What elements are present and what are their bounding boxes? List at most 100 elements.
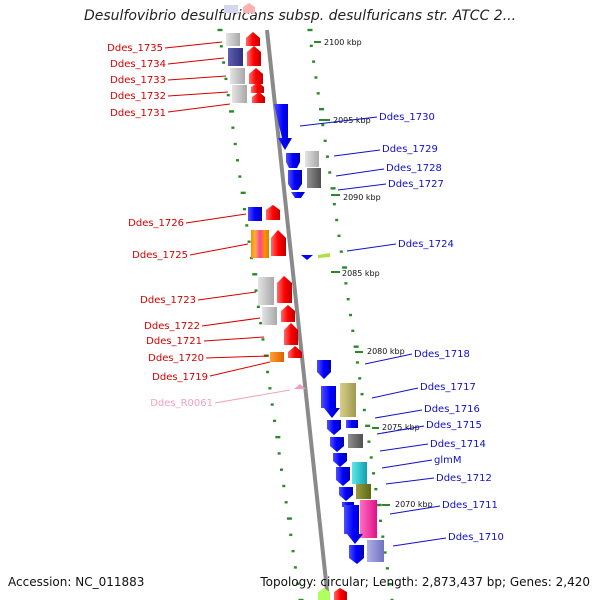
gene-arrow[interactable] — [252, 92, 265, 103]
gene-label[interactable]: Ddes_1731 — [110, 108, 166, 119]
gene-arrow[interactable] — [291, 192, 305, 198]
ruler-track-right — [307, 28, 394, 600]
ruler-dot — [219, 45, 223, 48]
gene-feature[interactable] — [258, 277, 274, 305]
gene-label[interactable]: Ddes_1726 — [128, 218, 184, 229]
ruler-dot — [291, 549, 295, 553]
ruler-dot — [242, 207, 246, 211]
ruler-dot — [319, 107, 325, 111]
gene-label[interactable]: Ddes_1724 — [398, 239, 454, 250]
gene-arrow[interactable] — [318, 253, 330, 258]
gene-arrow[interactable] — [339, 487, 353, 501]
ruler-labels: 2100 kbp 2095 kbp 2090 kbp 2085 kbp 2080… — [314, 38, 433, 509]
gene-arrow[interactable] — [344, 505, 363, 544]
gene-feature[interactable] — [251, 230, 269, 258]
ruler-dot — [284, 501, 288, 504]
ruler-dot — [261, 338, 265, 341]
gene-label[interactable]: Ddes_1710 — [448, 532, 504, 543]
gene-label[interactable]: Ddes_1733 — [110, 75, 166, 86]
gene-feature[interactable] — [226, 33, 240, 46]
ruler-dot — [337, 234, 341, 238]
gene-arrow[interactable] — [333, 453, 347, 467]
gene-feature[interactable] — [262, 307, 277, 325]
ruler-dot — [273, 419, 277, 423]
ruler-dot — [298, 598, 304, 600]
gene-arrow[interactable] — [274, 104, 292, 150]
gene-arrow[interactable] — [243, 3, 255, 13]
gene-label[interactable]: Ddes_1735 — [107, 43, 163, 54]
gene-arrow[interactable] — [318, 588, 330, 600]
genome-backbone — [265, 29, 330, 600]
gene-label[interactable]: Ddes_1728 — [386, 163, 442, 174]
gene-label[interactable]: Ddes_1711 — [442, 500, 498, 511]
gene-label[interactable]: Ddes_1732 — [110, 91, 166, 102]
gene-feature[interactable] — [232, 85, 247, 103]
gene-feature[interactable] — [352, 462, 367, 484]
gene-label[interactable]: Ddes_1715 — [426, 420, 482, 431]
gene-feature[interactable] — [224, 5, 238, 13]
ruler-dot — [381, 535, 385, 538]
gene-arrow[interactable] — [288, 170, 302, 190]
gene-feature[interactable] — [307, 168, 321, 188]
gene-feature[interactable] — [230, 68, 245, 84]
gene-feature[interactable] — [356, 484, 371, 499]
accession-text: Accession: NC_011883 — [8, 575, 145, 589]
ruler-dot — [355, 361, 359, 364]
gene-label[interactable]: Ddes_1718 — [414, 349, 470, 360]
gene-arrow[interactable] — [349, 545, 364, 564]
gene-arrow[interactable] — [277, 276, 292, 303]
gene-feature[interactable] — [270, 352, 284, 362]
gene-label[interactable]: Ddes_1716 — [424, 404, 480, 415]
gene-arrow[interactable] — [317, 360, 331, 379]
gene-label[interactable]: Ddes_1721 — [146, 336, 202, 347]
gene-label[interactable]: Ddes_1720 — [148, 353, 204, 364]
gene-label[interactable]: Ddes_1734 — [110, 59, 166, 70]
gene-label[interactable]: glmM — [434, 455, 462, 466]
gene-feature[interactable] — [342, 502, 354, 507]
ruler-dot — [289, 533, 293, 537]
gene-label[interactable]: Ddes_1714 — [430, 439, 486, 450]
gene-arrow[interactable] — [334, 588, 347, 600]
gene-label[interactable]: Ddes_1729 — [382, 144, 438, 155]
ruler-dot — [307, 28, 313, 32]
gene-label[interactable]: Ddes_1725 — [132, 250, 188, 261]
gene-feature[interactable] — [340, 383, 356, 417]
gene-arrow[interactable] — [321, 386, 340, 418]
gene-arrow[interactable] — [247, 46, 261, 66]
gene-label[interactable]: Ddes_1717 — [420, 382, 476, 393]
gene-arrow[interactable] — [330, 437, 344, 452]
gene-label[interactable]: Ddes_1723 — [140, 295, 196, 306]
gene-arrow[interactable] — [336, 467, 350, 486]
ruler-dot — [374, 487, 378, 491]
rna-feature[interactable] — [294, 384, 306, 389]
ruler-dot — [270, 403, 274, 406]
gene-arrow[interactable] — [301, 255, 313, 260]
gene-arrow[interactable] — [249, 68, 263, 84]
gene-label[interactable]: Ddes_1730 — [379, 112, 435, 123]
gene-arrow[interactable] — [327, 420, 341, 435]
gene-arrow[interactable] — [288, 346, 302, 358]
gene-feature[interactable] — [348, 434, 363, 448]
gene-arrow[interactable] — [246, 32, 260, 46]
ruler-dot — [266, 370, 270, 374]
rna-label[interactable]: Ddes_R0061 — [150, 398, 213, 409]
gene-label[interactable]: Ddes_1727 — [388, 179, 444, 190]
leader-lines-left — [164, 41, 271, 377]
gene-label[interactable]: Ddes_1712 — [436, 473, 492, 484]
ruler-dot — [367, 440, 371, 443]
gene-feature[interactable] — [360, 500, 377, 538]
gene-arrow[interactable] — [286, 153, 300, 168]
gene-feature[interactable] — [367, 540, 384, 562]
gene-arrow[interactable] — [284, 323, 298, 345]
gene-feature[interactable] — [228, 48, 243, 66]
gene-feature[interactable] — [346, 420, 358, 428]
gene-arrow[interactable] — [271, 230, 286, 256]
gene-arrow[interactable] — [251, 82, 264, 93]
gene-label[interactable]: Ddes_1722 — [144, 321, 200, 332]
gene-label[interactable]: Ddes_1719 — [152, 372, 208, 383]
gene-feature[interactable] — [248, 207, 262, 221]
gene-arrow[interactable] — [281, 305, 295, 322]
ruler-dot — [351, 329, 355, 333]
gene-feature[interactable] — [305, 151, 319, 167]
gene-arrow[interactable] — [266, 205, 280, 220]
